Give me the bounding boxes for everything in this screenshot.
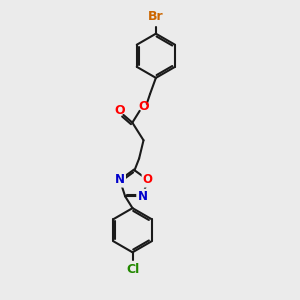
Text: O: O bbox=[138, 100, 149, 113]
Text: Cl: Cl bbox=[126, 263, 139, 277]
Text: O: O bbox=[143, 173, 153, 186]
Text: N: N bbox=[115, 173, 125, 186]
Text: Br: Br bbox=[148, 11, 164, 23]
Text: O: O bbox=[115, 104, 125, 117]
Text: N: N bbox=[137, 190, 148, 203]
